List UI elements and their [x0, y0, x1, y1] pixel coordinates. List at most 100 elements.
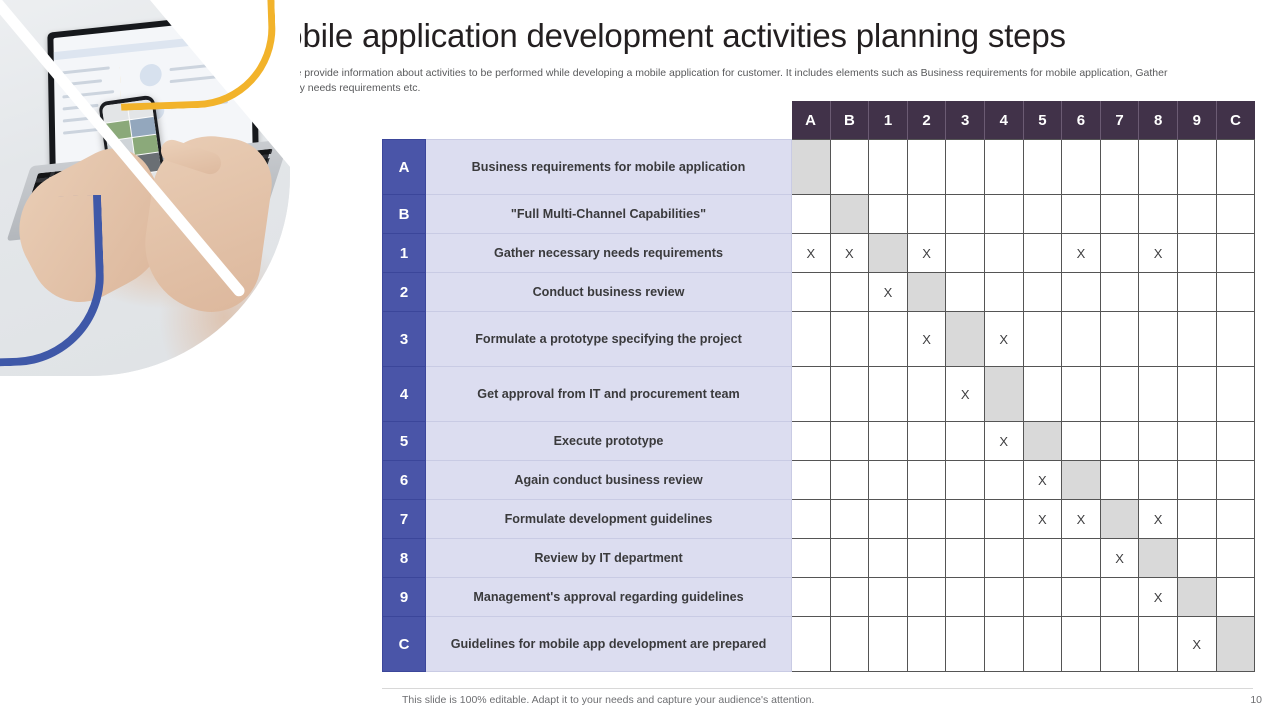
matrix-cell-marked[interactable]: X: [868, 272, 908, 312]
matrix-cell[interactable]: [906, 577, 947, 617]
matrix-cell[interactable]: [1215, 499, 1256, 539]
matrix-column-header-7[interactable]: 7: [1100, 101, 1140, 140]
matrix-cell[interactable]: [1215, 460, 1256, 500]
matrix-cell[interactable]: [1099, 421, 1140, 461]
matrix-cell[interactable]: [983, 233, 1024, 273]
matrix-cell-marked[interactable]: X: [1099, 538, 1140, 578]
matrix-cell[interactable]: [1099, 311, 1140, 367]
matrix-row-label-3[interactable]: 3: [382, 311, 426, 367]
matrix-cell[interactable]: [1176, 499, 1217, 539]
matrix-cell[interactable]: [791, 616, 831, 672]
matrix-cell[interactable]: [829, 272, 870, 312]
matrix-cell[interactable]: [1138, 366, 1178, 422]
matrix-cell[interactable]: [868, 311, 908, 367]
matrix-cell-marked[interactable]: X: [1061, 233, 1101, 273]
matrix-cell[interactable]: [1061, 272, 1101, 312]
matrix-cell[interactable]: [1176, 272, 1217, 312]
matrix-activity-label[interactable]: Gather necessary needs requirements: [425, 233, 792, 273]
matrix-activity-label[interactable]: Formulate a prototype specifying the pro…: [425, 311, 792, 367]
matrix-diagonal-cell[interactable]: [1061, 460, 1101, 500]
matrix-cell[interactable]: [906, 538, 947, 578]
matrix-cell[interactable]: [1176, 460, 1217, 500]
matrix-cell[interactable]: [829, 139, 870, 195]
matrix-cell[interactable]: [983, 460, 1024, 500]
matrix-cell[interactable]: [1061, 577, 1101, 617]
matrix-cell[interactable]: [1215, 233, 1256, 273]
matrix-cell[interactable]: [1176, 139, 1217, 195]
matrix-cell[interactable]: [1061, 311, 1101, 367]
matrix-cell[interactable]: [1138, 139, 1178, 195]
matrix-cell[interactable]: [1215, 311, 1256, 367]
matrix-cell[interactable]: [1215, 366, 1256, 422]
matrix-cell[interactable]: [829, 538, 870, 578]
matrix-cell[interactable]: [983, 194, 1024, 234]
matrix-cell[interactable]: [945, 616, 985, 672]
matrix-cell-marked[interactable]: X: [983, 311, 1024, 367]
matrix-cell[interactable]: [906, 460, 947, 500]
matrix-cell-marked[interactable]: X: [1022, 499, 1063, 539]
matrix-row-label-C[interactable]: C: [382, 616, 426, 672]
matrix-cell[interactable]: [945, 139, 985, 195]
matrix-cell[interactable]: [1022, 538, 1063, 578]
matrix-cell[interactable]: [791, 499, 831, 539]
matrix-cell[interactable]: [1138, 194, 1178, 234]
matrix-cell[interactable]: [983, 139, 1024, 195]
matrix-cell-marked[interactable]: X: [906, 311, 947, 367]
matrix-cell-marked[interactable]: X: [1022, 460, 1063, 500]
matrix-cell[interactable]: [791, 577, 831, 617]
matrix-cell[interactable]: [906, 616, 947, 672]
matrix-activity-label[interactable]: Formulate development guidelines: [425, 499, 792, 539]
matrix-cell[interactable]: [1061, 366, 1101, 422]
matrix-cell[interactable]: [868, 139, 908, 195]
matrix-cell[interactable]: [1176, 366, 1217, 422]
matrix-cell[interactable]: [1099, 233, 1140, 273]
matrix-row-label-7[interactable]: 7: [382, 499, 426, 539]
matrix-cell-marked[interactable]: X: [945, 366, 985, 422]
matrix-cell[interactable]: [906, 139, 947, 195]
matrix-cell-marked[interactable]: X: [1138, 233, 1178, 273]
matrix-cell-marked[interactable]: X: [906, 233, 947, 273]
matrix-cell-marked[interactable]: X: [1138, 499, 1178, 539]
matrix-diagonal-cell[interactable]: [1138, 538, 1178, 578]
matrix-column-header-1[interactable]: 1: [868, 101, 908, 140]
matrix-cell[interactable]: [983, 272, 1024, 312]
matrix-cell[interactable]: [1176, 194, 1217, 234]
matrix-cell-marked[interactable]: X: [791, 233, 831, 273]
matrix-cell-marked[interactable]: X: [1061, 499, 1101, 539]
matrix-activity-label[interactable]: Again conduct business review: [425, 460, 792, 500]
matrix-cell[interactable]: [868, 499, 908, 539]
matrix-activity-label[interactable]: Execute prototype: [425, 421, 792, 461]
matrix-cell[interactable]: [1099, 616, 1140, 672]
matrix-cell[interactable]: [1176, 233, 1217, 273]
matrix-diagonal-cell[interactable]: [1176, 577, 1217, 617]
matrix-cell[interactable]: [945, 577, 985, 617]
matrix-cell[interactable]: [1138, 421, 1178, 461]
matrix-cell[interactable]: [1215, 194, 1256, 234]
matrix-column-header-A[interactable]: A: [791, 101, 831, 140]
matrix-column-header-3[interactable]: 3: [945, 101, 985, 140]
matrix-activity-label[interactable]: Get approval from IT and procurement tea…: [425, 366, 792, 422]
matrix-cell[interactable]: [829, 366, 870, 422]
matrix-row-label-8[interactable]: 8: [382, 538, 426, 578]
matrix-cell[interactable]: [1138, 616, 1178, 672]
matrix-cell[interactable]: [1022, 366, 1063, 422]
matrix-column-header-6[interactable]: 6: [1061, 101, 1101, 140]
matrix-diagonal-cell[interactable]: [1099, 499, 1140, 539]
matrix-cell[interactable]: [945, 421, 985, 461]
matrix-diagonal-cell[interactable]: [791, 139, 831, 195]
matrix-cell[interactable]: [1099, 194, 1140, 234]
matrix-cell[interactable]: [1215, 538, 1256, 578]
matrix-cell[interactable]: [945, 233, 985, 273]
matrix-cell[interactable]: [1099, 577, 1140, 617]
matrix-cell[interactable]: [868, 577, 908, 617]
matrix-cell[interactable]: [829, 616, 870, 672]
matrix-diagonal-cell[interactable]: [983, 366, 1024, 422]
matrix-cell[interactable]: [1215, 139, 1256, 195]
matrix-diagonal-cell[interactable]: [906, 272, 947, 312]
matrix-cell-marked[interactable]: X: [983, 421, 1024, 461]
matrix-cell[interactable]: [1099, 139, 1140, 195]
matrix-cell-marked[interactable]: X: [1176, 616, 1217, 672]
matrix-cell[interactable]: [1022, 233, 1063, 273]
matrix-column-header-4[interactable]: 4: [984, 101, 1024, 140]
matrix-cell[interactable]: [983, 577, 1024, 617]
